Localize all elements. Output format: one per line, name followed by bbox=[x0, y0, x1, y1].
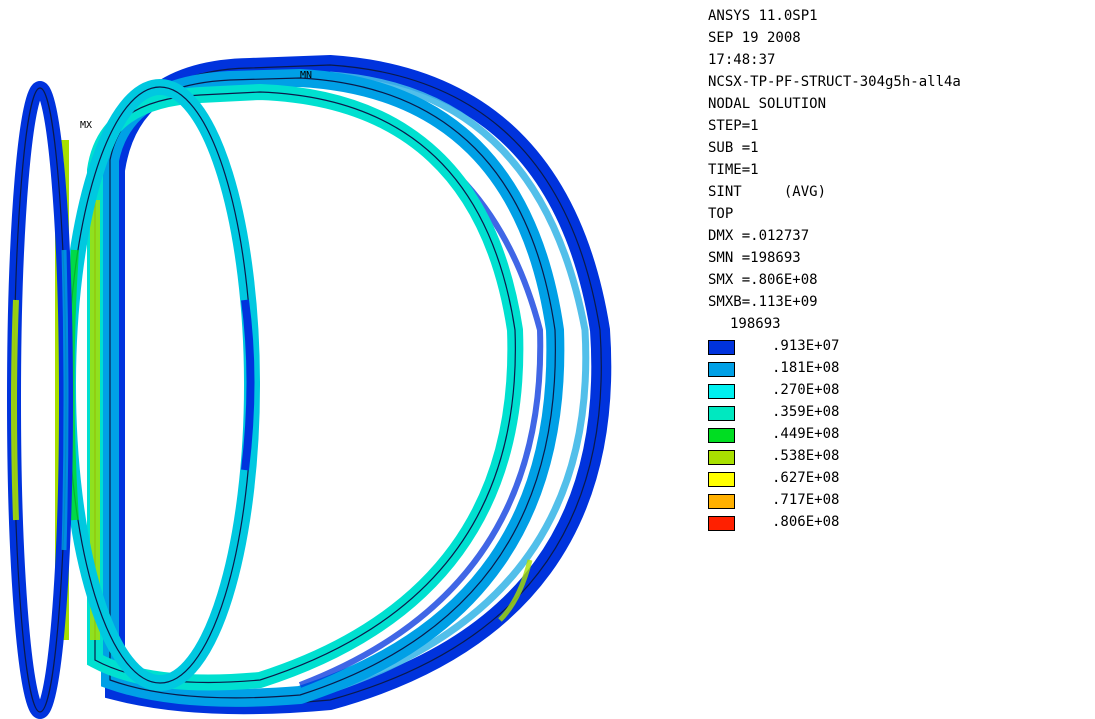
job-name: NCSX-TP-PF-STRUCT-304g5h-all4a bbox=[708, 74, 961, 90]
legend-label-7: .627E+08 bbox=[772, 470, 840, 486]
legend-label-2: .181E+08 bbox=[772, 360, 840, 376]
legend-label-1: .913E+07 bbox=[772, 338, 840, 354]
result-legend-panel: ANSYS 11.0SP1 SEP 19 2008 17:48:37 NCSX-… bbox=[708, 6, 1088, 616]
legend-label-9: .806E+08 bbox=[772, 514, 840, 530]
legend-label-6: .538E+08 bbox=[772, 448, 840, 464]
legend-swatch-7 bbox=[708, 472, 735, 487]
legend-label-5: .449E+08 bbox=[772, 426, 840, 442]
legend-min-label: 198693 bbox=[730, 316, 781, 332]
legend-label-8: .717E+08 bbox=[772, 492, 840, 508]
legend-swatch-5 bbox=[708, 428, 735, 443]
coil-ring-third bbox=[87, 83, 524, 691]
coil-ring-middle-ellipse-band bbox=[241, 299, 255, 471]
max-marker: MX bbox=[80, 120, 92, 131]
legend-swatch-8 bbox=[708, 494, 735, 509]
coil-ring-second-edge bbox=[109, 77, 556, 699]
legend-label-4: .359E+08 bbox=[772, 404, 840, 420]
coil-ring-outer-hotspot-2 bbox=[498, 559, 533, 622]
substep-value: SUB =1 bbox=[708, 140, 759, 156]
software-version: ANSYS 11.0SP1 bbox=[708, 8, 818, 24]
run-time: 17:48:37 bbox=[708, 52, 776, 68]
legend-swatch-6 bbox=[708, 450, 735, 465]
smn-value: SMN =198693 bbox=[708, 250, 801, 266]
solution-type: NODAL SOLUTION bbox=[708, 96, 827, 112]
time-value: TIME=1 bbox=[708, 162, 759, 178]
legend-swatch-3 bbox=[708, 384, 735, 399]
legend-swatch-1 bbox=[708, 340, 735, 355]
min-marker: MN bbox=[300, 70, 312, 81]
step-value: STEP=1 bbox=[708, 118, 759, 134]
coil-ring-outer bbox=[105, 54, 612, 715]
coil-ring-front-band bbox=[11, 299, 19, 521]
run-date: SEP 19 2008 bbox=[708, 30, 801, 46]
layer-value: TOP bbox=[708, 206, 734, 222]
result-item: SINT (AVG) bbox=[708, 184, 827, 200]
legend-swatch-9 bbox=[708, 516, 735, 531]
coil-ring-front-band-2 bbox=[61, 249, 69, 551]
smx-value: SMX =.806E+08 bbox=[708, 272, 818, 288]
legend-swatch-4 bbox=[708, 406, 735, 421]
smxb-value: SMXB=.113E+09 bbox=[708, 294, 818, 310]
legend-label-3: .270E+08 bbox=[772, 382, 840, 398]
legend-swatch-2 bbox=[708, 362, 735, 377]
coil-ring-outer-band bbox=[328, 71, 590, 694]
dmx-value: DMX =.012737 bbox=[708, 228, 810, 244]
